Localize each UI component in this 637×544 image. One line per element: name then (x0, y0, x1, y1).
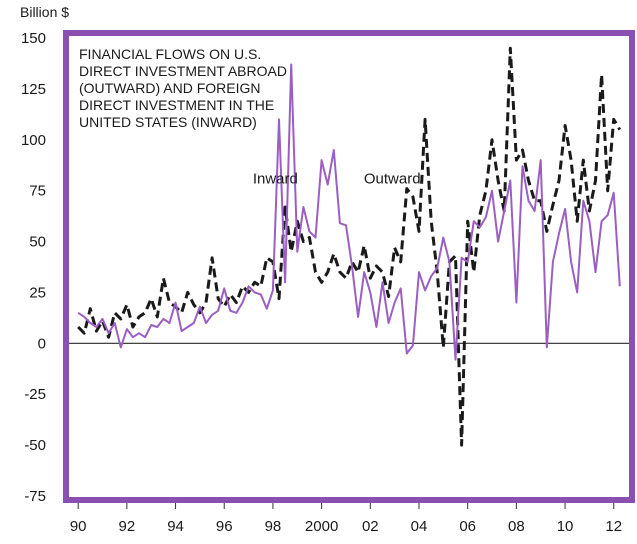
y-tick-label: -75 (24, 488, 46, 505)
chart-title-line: (OUTWARD) AND FOREIGN (79, 80, 260, 96)
x-tick-label: 2000 (305, 518, 338, 535)
series-layer (77, 46, 622, 447)
chart-title-line: DIRECT INVESTMENT IN THE (79, 97, 274, 113)
x-tick-label: 10 (557, 518, 574, 535)
series-labels: Inward Outward (253, 170, 421, 187)
y-tick-label: 75 (29, 183, 46, 200)
chart-title-line: FINANCIAL FLOWS ON U.S. (79, 46, 261, 62)
y-tick-label: 0 (38, 335, 46, 352)
x-tick-label: 12 (605, 518, 622, 535)
x-tick-label: 08 (508, 518, 525, 535)
y-tick-label: -50 (24, 437, 46, 454)
y-axis-ticks: 150 125 100 75 50 25 0 -25 -50 -75 (21, 30, 46, 505)
x-tick-label: 04 (411, 518, 428, 535)
chart-title: FINANCIAL FLOWS ON U.S.DIRECT INVESTMENT… (79, 46, 287, 130)
series-label-inward: Inward (253, 170, 298, 187)
chart-title-line: UNITED STATES (INWARD) (79, 114, 257, 130)
y-tick-label: 25 (29, 284, 46, 301)
x-tick-label: 92 (119, 518, 136, 535)
plot-frame (63, 30, 635, 503)
y-tick-label: 100 (21, 132, 46, 149)
y-tick-label: 150 (21, 30, 46, 47)
x-tick-label: 94 (167, 518, 184, 535)
x-tick-label: 98 (265, 518, 282, 535)
x-axis-ticks: 90 92 94 96 98 2000 02 04 06 08 10 12 (70, 503, 622, 535)
y-tick-label: 125 (21, 81, 46, 98)
series-label-outward: Outward (364, 170, 421, 187)
x-tick-label: 96 (216, 518, 233, 535)
x-tick-label: 02 (362, 518, 379, 535)
y-tick-label: 50 (29, 234, 46, 251)
x-tick-label: 06 (459, 518, 476, 535)
series-line-outward (77, 46, 622, 447)
series-line-inward (77, 63, 621, 361)
y-tick-label: -25 (24, 386, 46, 403)
x-tick-label: 90 (70, 518, 87, 535)
y-axis-unit-label: Billion $ (20, 4, 69, 20)
chart-title-line: DIRECT INVESTMENT ABROAD (79, 63, 287, 79)
